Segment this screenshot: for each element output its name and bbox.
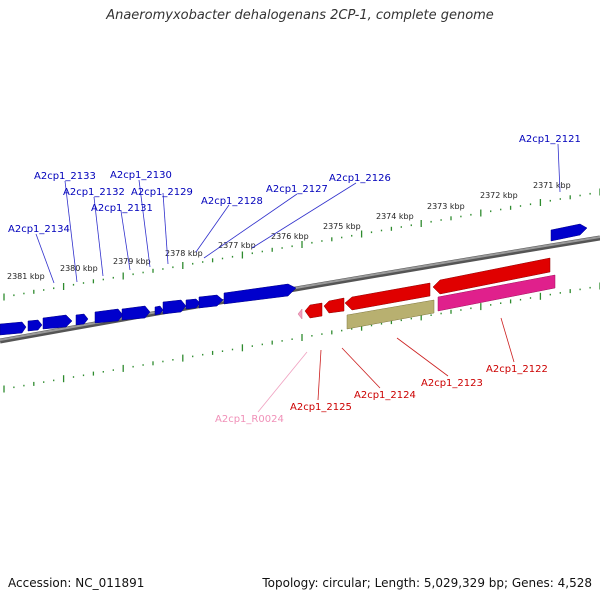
gene-label[interactable]: A2cp1_2122 [486,364,548,375]
gene-arrow[interactable] [154,305,164,316]
kbp-label: 2372 kbp [480,191,518,200]
gene-arrow[interactable] [304,302,323,319]
kbp-label: 2376 kbp [271,232,309,241]
gene-label[interactable]: A2cp1_2132 [63,187,125,198]
gene-label[interactable]: A2cp1_R0024 [215,414,284,425]
map-title: Anaeromyxobacter dehalogenans 2CP-1, com… [106,8,494,23]
gene-label[interactable]: A2cp1_2128 [201,196,263,207]
forward-leaders [35,143,561,284]
upper-coordinate-track [3,188,600,301]
genome-backbone [0,235,600,344]
gene-label[interactable]: A2cp1_2131 [91,203,153,214]
kbp-label: 2373 kbp [427,202,465,211]
gene-arrow[interactable] [550,223,588,242]
kbp-label: 2380 kbp [60,264,98,273]
gene-label[interactable]: A2cp1_2134 [8,224,70,235]
forward-gene-track [0,223,588,336]
gene-arrow[interactable] [75,313,89,326]
gene-label[interactable]: A2cp1_2121 [519,134,581,145]
gene-label[interactable]: A2cp1_2133 [34,171,96,182]
kbp-label: 2377 kbp [218,241,256,250]
gene-arrow[interactable] [432,257,551,295]
gene-arrow[interactable] [121,305,151,321]
gene-arrow[interactable] [42,314,73,330]
rna-arrow[interactable] [297,308,303,320]
gene-label[interactable]: A2cp1_2124 [354,390,416,401]
gene-label[interactable]: A2cp1_2127 [266,184,328,195]
kbp-label: 2375 kbp [323,222,361,231]
kbp-label: 2371 kbp [533,181,571,190]
gene-arrow[interactable] [344,282,431,311]
reverse-gene-labels: A2cp1_2122 A2cp1_2123 A2cp1_2124 A2cp1_2… [215,364,548,425]
reverse-leaders [257,317,515,413]
gene-arrow[interactable] [0,321,27,336]
lower-coordinate-track [3,282,600,393]
kbp-label: 2374 kbp [376,212,414,221]
gene-arrow[interactable] [223,283,297,305]
kbp-label: 2379 kbp [113,257,151,266]
gene-label[interactable]: A2cp1_2125 [290,402,352,413]
gene-arrow[interactable] [162,299,187,315]
gene-label[interactable]: A2cp1_2123 [421,378,483,389]
accession-label: Accession: NC_011891 [8,576,145,590]
gene-label[interactable]: A2cp1_2129 [131,187,193,198]
forward-gene-labels: A2cp1_2121 A2cp1_2126 A2cp1_2127 A2cp1_2… [8,134,581,235]
gene-arrow[interactable] [323,297,345,314]
kbp-label: 2381 kbp [7,272,45,281]
gene-label[interactable]: A2cp1_2130 [110,170,172,181]
kbp-labels: 2371 kbp 2372 kbp 2373 kbp 2374 kbp 2375… [7,181,571,281]
kbp-label: 2378 kbp [165,249,203,258]
gene-arrow[interactable] [94,308,124,324]
gene-arrow[interactable] [198,294,224,309]
gene-arrow[interactable] [185,298,201,310]
gene-label[interactable]: A2cp1_2126 [329,173,391,184]
reverse-gene-track [297,257,556,330]
pseudogene-bar[interactable] [437,274,556,312]
gene-arrow[interactable] [27,319,43,332]
topology-label: Topology: circular; Length: 5,029,329 bp… [262,576,592,590]
pseudogene-bar[interactable] [346,299,435,330]
